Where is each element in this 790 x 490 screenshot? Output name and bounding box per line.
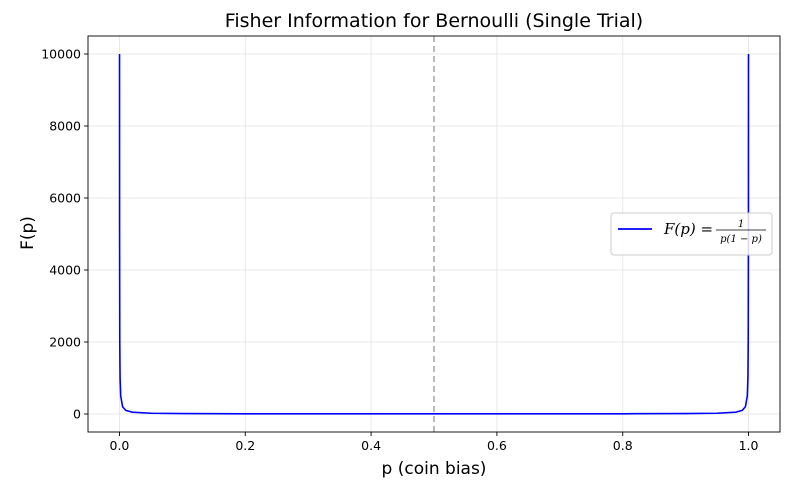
chart-title: Fisher Information for Bernoulli (Single… (225, 10, 643, 32)
x-tick-label: 0.0 (110, 438, 130, 453)
legend-label-numerator: 1 (738, 219, 744, 230)
y-tick-label: 2000 (49, 335, 81, 350)
y-axis-ticks: 0 2000 4000 6000 8000 10000 (41, 47, 88, 422)
x-axis-label: p (coin bias) (382, 459, 487, 479)
y-tick-label: 6000 (49, 191, 81, 206)
y-tick-label: 10000 (41, 47, 81, 62)
legend-label-denominator: p(1 − p) (720, 234, 762, 245)
y-axis-label: F(p) (18, 216, 38, 250)
y-tick-label: 0 (73, 407, 81, 422)
legend-box (610, 212, 773, 256)
y-tick-label: 8000 (49, 119, 81, 134)
y-tick-label: 4000 (49, 263, 81, 278)
legend: F(p) = 1 p(1 − p) (610, 212, 773, 256)
legend-label-lhs: F(p) = (663, 220, 713, 238)
x-tick-label: 0.4 (361, 438, 381, 453)
x-axis-ticks: 0.0 0.2 0.4 0.6 0.8 1.0 (110, 432, 759, 453)
x-tick-label: 0.2 (235, 438, 255, 453)
plot-frame (87, 35, 781, 433)
x-tick-label: 0.6 (487, 438, 507, 453)
x-tick-label: 1.0 (739, 438, 759, 453)
series-line (118, 53, 750, 415)
x-tick-label: 0.8 (613, 438, 633, 453)
plot-area (118, 53, 750, 415)
